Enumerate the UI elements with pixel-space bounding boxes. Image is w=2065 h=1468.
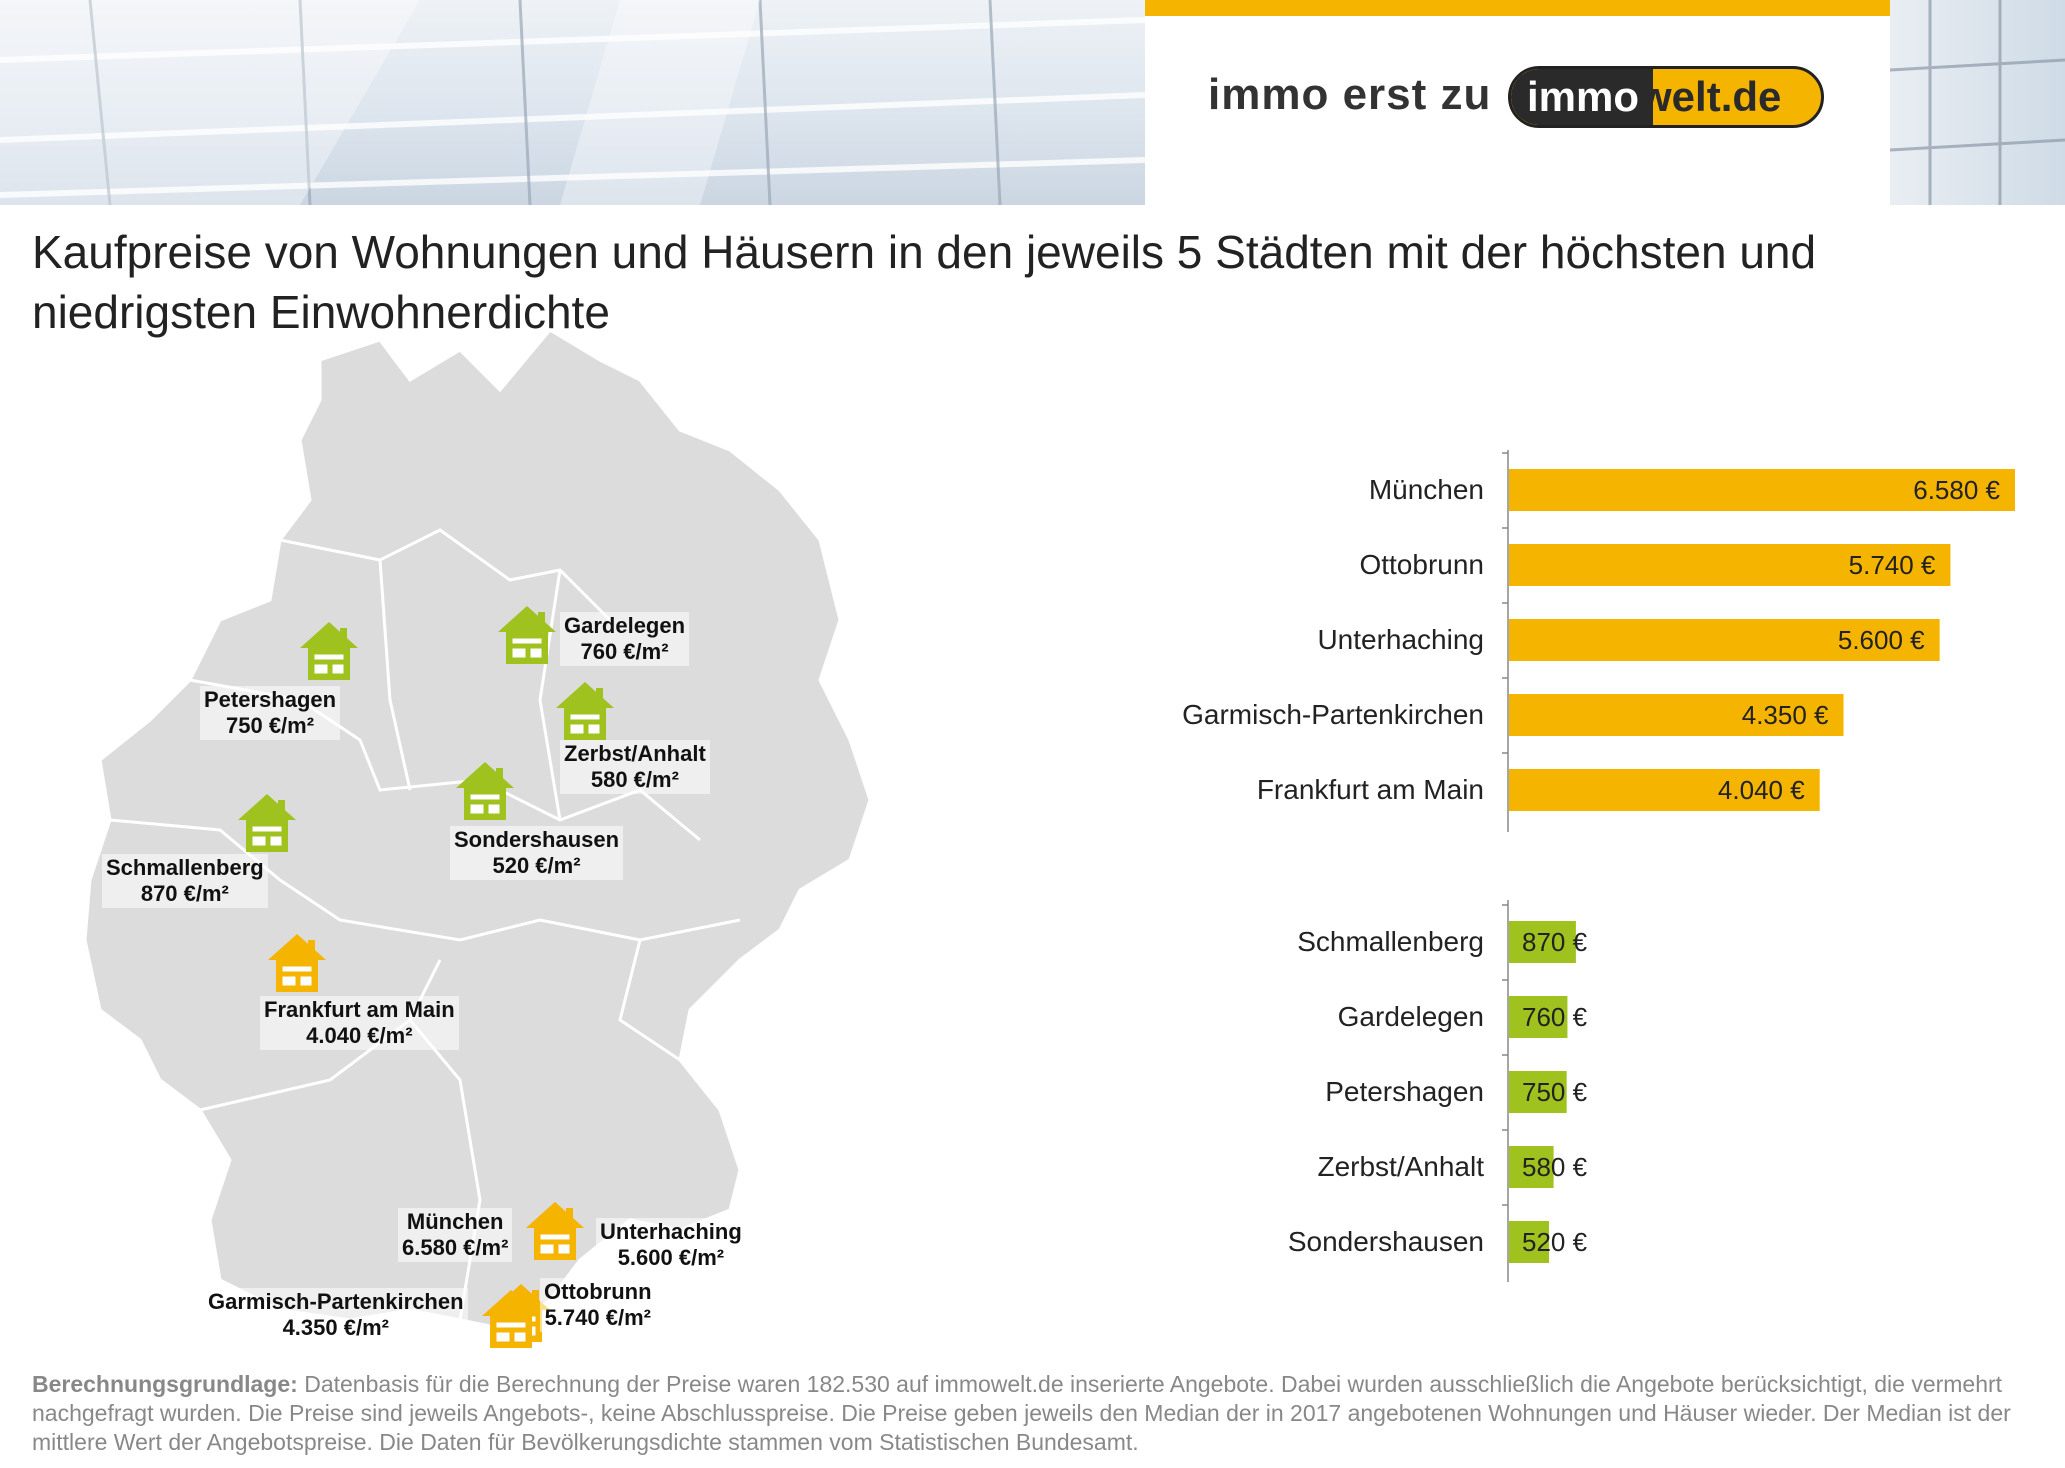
bar [1509, 1146, 1554, 1188]
city-name: Zerbst/Anhalt [564, 741, 706, 766]
bar-chart-svg: München 6.580 € Ottobrunn 5.740 € Unterhachi… [1182, 450, 2015, 1282]
category-label: Ottobrunn [1359, 549, 1484, 580]
header-banner: immo erst zu immowelt.de [0, 0, 2065, 205]
city-price: 5.600 €/m² [617, 1245, 725, 1270]
category-label: Gardelegen [1338, 1001, 1484, 1032]
city-price: 520 €/m² [492, 853, 581, 878]
footnote: Berechnungsgrundlage: Datenbasis für die… [32, 1370, 2042, 1457]
header-photo-left [0, 0, 1145, 205]
house-icon [524, 1200, 586, 1267]
bar [1509, 469, 2015, 511]
data-label: 870 € [1522, 927, 1588, 957]
category-label: Petershagen [1325, 1076, 1484, 1107]
city-name: Petershagen [204, 687, 337, 712]
house-icon [266, 932, 328, 999]
data-label: 6.580 € [1913, 475, 2000, 505]
brand-stripe [1145, 0, 1890, 16]
city-marker-label: Frankfurt am Main 4.040 €/m² [260, 996, 459, 1050]
footnote-label: Berechnungsgrundlage: [32, 1371, 298, 1397]
data-label: 5.740 € [1849, 550, 1936, 580]
building-glass-image [0, 0, 1145, 205]
price-bar-chart: München 6.580 € Ottobrunn 5.740 € Unterhachi… [1100, 440, 2030, 1310]
slogan: immo erst zu [1208, 70, 1492, 119]
bar [1509, 544, 1951, 586]
bar [1509, 619, 1940, 661]
house-icon [236, 792, 298, 859]
germany-map: Petershagen 750 €/m² Gardelegen 760 €/m² Zer… [80, 320, 880, 1350]
category-label: Zerbst/Anhalt [1317, 1151, 1484, 1182]
city-price: 870 €/m² [140, 881, 229, 906]
data-label: 5.600 € [1838, 625, 1925, 655]
category-label: Sondershausen [1288, 1226, 1484, 1257]
city-name: Sondershausen [454, 827, 620, 852]
city-price: 4.040 €/m² [306, 1023, 413, 1048]
footnote-text: Datenbasis für die Berechnung der Preise… [32, 1371, 2011, 1455]
city-marker-label: Garmisch-Partenkirchen 4.350 €/m² [204, 1288, 468, 1342]
city-name: Schmallenberg [106, 855, 264, 880]
city-marker-label: Gardelegen 760 €/m² [560, 612, 690, 666]
data-label: 520 € [1522, 1227, 1588, 1257]
house-icon [496, 604, 558, 671]
city-marker-label: Sondershausen 520 €/m² [450, 826, 624, 880]
bar [1509, 769, 1820, 811]
data-label: 4.040 € [1718, 775, 1805, 805]
city-price: 750 €/m² [226, 713, 315, 738]
city-name: München [406, 1209, 504, 1234]
house-icon [554, 680, 616, 747]
bar [1509, 1071, 1567, 1113]
city-price: 580 €/m² [590, 767, 679, 792]
city-marker-label: Zerbst/Anhalt 580 €/m² [560, 740, 710, 794]
city-marker-label: Schmallenberg 870 €/m² [102, 854, 268, 908]
city-marker-label: Unterhaching 5.600 €/m² [596, 1218, 746, 1272]
bar [1509, 694, 1844, 736]
city-price: 6.580 €/m² [402, 1235, 509, 1260]
category-label: Garmisch-Partenkirchen [1182, 699, 1484, 730]
city-name: Garmisch-Partenkirchen [208, 1289, 464, 1314]
logo-text-welt: welt.de [1639, 73, 1782, 120]
data-label: 4.350 € [1742, 700, 1829, 730]
city-marker-label: München 6.580 €/m² [398, 1208, 513, 1262]
house-icon [454, 760, 516, 827]
logo-text-immo: immo [1527, 73, 1640, 120]
category-label: München [1369, 474, 1484, 505]
city-name: Frankfurt am Main [264, 997, 455, 1022]
city-price: 760 €/m² [580, 639, 669, 664]
category-label: Unterhaching [1317, 624, 1484, 655]
house-icon [298, 620, 360, 687]
city-marker-label: Ottobrunn 5.740 €/m² [540, 1278, 656, 1332]
data-label: 760 € [1522, 1002, 1588, 1032]
city-name: Ottobrunn [544, 1279, 652, 1304]
city-price: 4.350 €/m² [282, 1315, 389, 1340]
category-label: Schmallenberg [1297, 926, 1484, 957]
city-name: Gardelegen [564, 613, 686, 638]
bar [1509, 921, 1576, 963]
city-marker-label: Petershagen 750 €/m² [200, 686, 341, 740]
data-label: 750 € [1522, 1077, 1588, 1107]
building-glass-image [1890, 0, 2065, 205]
page-title: Kaufpreise von Wohnungen und Häusern in … [32, 226, 1817, 338]
header-photo-right [1890, 0, 2065, 205]
category-label: Frankfurt am Main [1257, 774, 1484, 805]
bar [1509, 996, 1568, 1038]
immowelt-logo[interactable]: immowelt.de [1508, 66, 1824, 128]
data-label: 580 € [1522, 1152, 1588, 1182]
house-icon [480, 1288, 542, 1355]
city-name: Unterhaching [600, 1219, 742, 1244]
city-price: 5.740 €/m² [544, 1305, 651, 1330]
bar [1509, 1221, 1549, 1263]
